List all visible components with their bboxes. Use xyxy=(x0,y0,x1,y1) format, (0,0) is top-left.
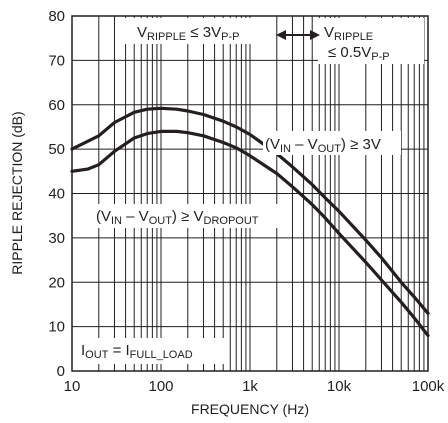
series-0-line xyxy=(70,106,430,315)
y-tick-label: 50 xyxy=(48,141,65,158)
plot-border xyxy=(71,15,429,372)
y-tick-label: 40 xyxy=(48,186,65,203)
y-tick-label: 80 xyxy=(48,8,65,25)
ripple-05vpp-annotation-line2: ≤ 0.5VP-P xyxy=(328,44,390,63)
chart-curves xyxy=(70,106,430,338)
ripple-3vpp-annotation: VRIPPLE ≤ 3VP-P xyxy=(137,24,239,43)
y-tick-label: 30 xyxy=(48,230,65,247)
ripple-05vpp-bg xyxy=(318,18,424,64)
double-arrow xyxy=(276,30,320,40)
series-3v-label: (VIN – VOUT) ≥ 3V xyxy=(265,136,381,155)
ripple-05vpp-annotation-line1: VRIPPLE xyxy=(324,24,373,43)
iout-annotation: IOUT = IFULL_LOAD xyxy=(81,342,193,361)
x-tick-label: 100k xyxy=(412,378,445,395)
ripple-3vpp-bg xyxy=(124,18,274,44)
y-tick-label: 70 xyxy=(48,52,65,69)
y-tick-label: 0 xyxy=(57,363,65,380)
x-tick-label: 10k xyxy=(327,378,352,395)
y-tick-label: 10 xyxy=(48,319,65,336)
series-dropout-label: (VIN – VOUT) ≥ VDROPOUT xyxy=(96,208,259,227)
x-axis-title: FREQUENCY (Hz) xyxy=(191,401,309,417)
chart-grid xyxy=(72,16,428,371)
x-tick-label: 1k xyxy=(242,378,258,395)
plot-frame xyxy=(71,15,429,372)
iout-label-bg xyxy=(75,338,225,364)
y-tick-label: 20 xyxy=(48,274,65,291)
x-tick-label: 10 xyxy=(64,378,81,395)
series-1-line xyxy=(70,129,430,338)
series-3v-label-bg xyxy=(263,131,401,155)
x-tick-label: 100 xyxy=(148,378,173,395)
series-dropout-label-bg xyxy=(93,204,283,228)
y-axis-title: RIPPLE REJECTION (dB) xyxy=(9,111,25,274)
y-tick-label: 60 xyxy=(48,97,65,114)
